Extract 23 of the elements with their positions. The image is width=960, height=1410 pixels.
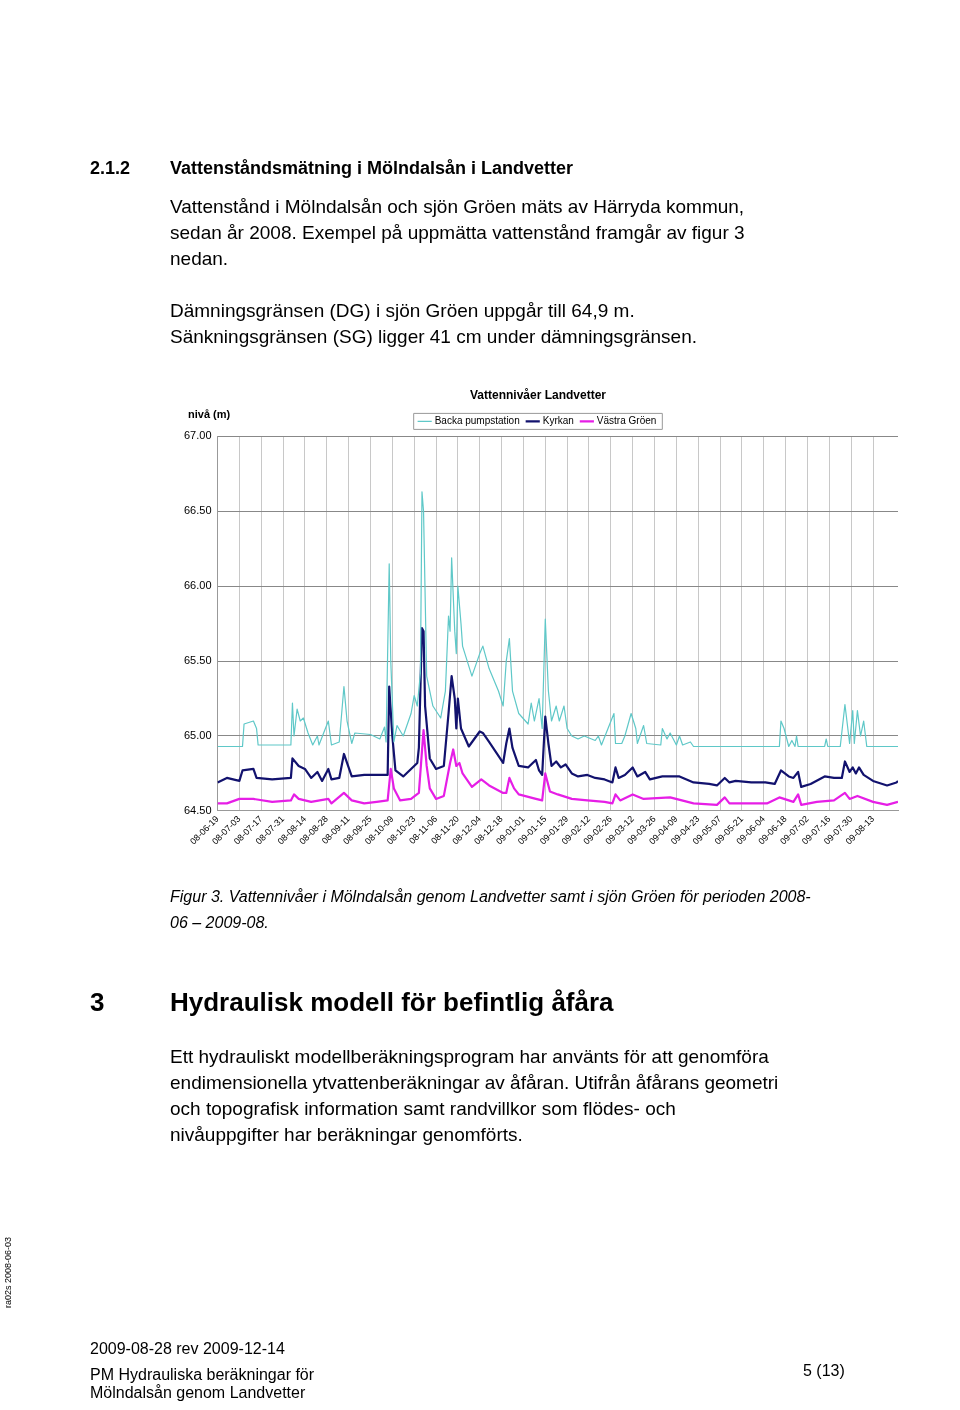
text: PM Hydrauliska beräkningar för Mölndalsån genom Landvetter — [90, 1366, 316, 1402]
text: Dämningsgränsen (DG) i sjön Gröen uppgår till 64,9 m. Sänkningsgränsen (SG) ligger 41 cm under dämningsgränsen. — [170, 299, 699, 349]
y-tick-label: 65.50 — [184, 654, 212, 667]
y-tick-label: 66.00 — [184, 579, 212, 592]
text: 5 (13) — [803, 1361, 845, 1381]
y-tick-label: 65.00 — [184, 729, 212, 742]
text: 3 — [90, 986, 105, 1019]
text: 2.1.2 — [90, 157, 131, 180]
text: Vattenstånd i Mölndalsån och sjön Gröen mäts av Härryda kommun, sedan år 2008. Exempel på uppmätta vattenstånd framgår av figur 3 nedan. — [170, 195, 746, 271]
text: Ett hydrauliskt modellberäkningsprogram har använts för att genomföra endimensionella ytvattenberäkningar av åfåran. Utifrån åfårans geometri och topografisk information samt randvillkor som flödes- och nivåuppgifter har beräkningar genomförts. — [170, 1045, 780, 1147]
text: Figur 3. Vattennivåer i Mölndalsån genom Landvetter samt i sjön Gröen för perioden 2008-06 – 2009-08. — [170, 887, 812, 933]
legend-label: Västra Gröen — [596, 415, 657, 427]
y-tick-label: 64.50 — [184, 803, 212, 816]
y-axis-title: nivå (m) — [188, 408, 231, 421]
legend-label: Backa pumpstation — [434, 415, 520, 427]
text: ra02s 2008-06-03 — [2, 1236, 14, 1308]
legend-label: Kyrkan — [542, 415, 574, 427]
y-tick-label: 67.00 — [184, 429, 212, 442]
chart-title: Vattennivåer Landvetter — [469, 387, 607, 402]
text: Vattenståndsmätning i Mölndalsån i Landvetter — [170, 157, 574, 180]
y-tick-label: 66.50 — [184, 504, 212, 517]
text: 2009-08-28 rev 2009-12-14 — [90, 1339, 285, 1359]
text: Hydraulisk modell för befintlig åfåra — [170, 986, 614, 1019]
